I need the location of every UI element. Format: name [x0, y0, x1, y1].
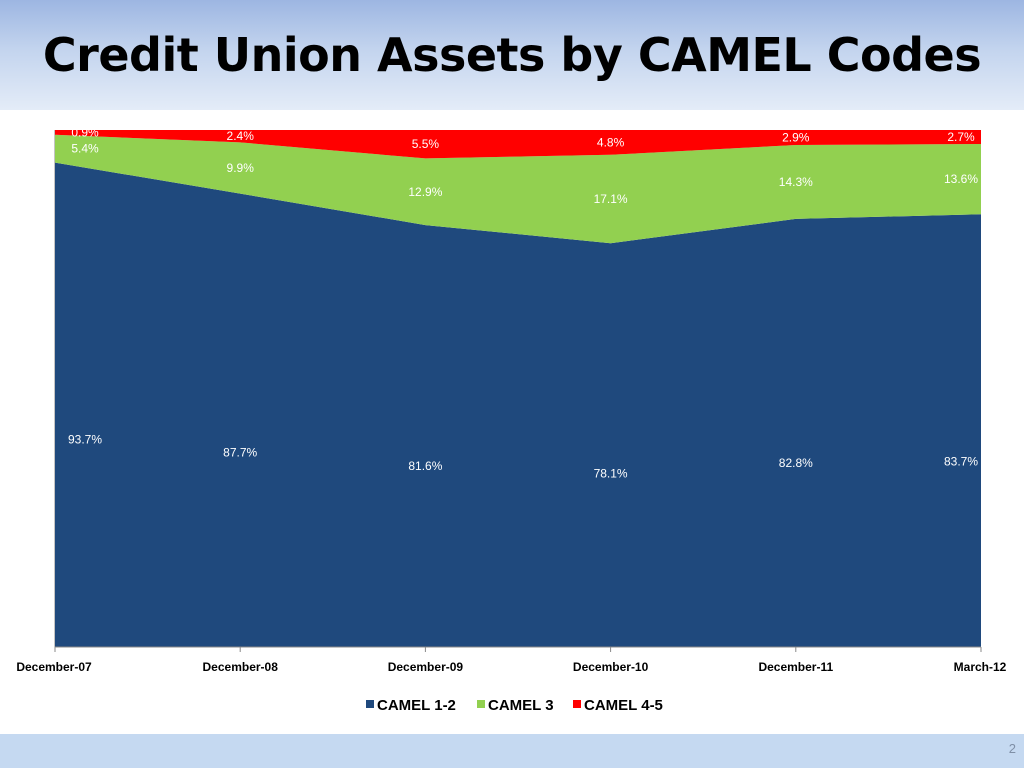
data-label-camel-3: 14.3%: [779, 175, 813, 189]
data-label-camel-3: 5.4%: [71, 142, 99, 156]
data-label-camel-1-2: 87.7%: [223, 446, 257, 460]
area-camel-3: [55, 134, 981, 244]
data-label-camel-1-2: 93.7%: [68, 433, 102, 447]
data-label-camel-4-5: 4.8%: [597, 135, 625, 149]
area-chart: 93.7% 87.7% 81.6% 78.1% 82.8% 83.7% 5.4% 9.9% 12…: [16, 125, 1007, 714]
data-label-camel-3: 9.9%: [227, 161, 255, 175]
data-label-camel-1-2: 82.8%: [779, 456, 813, 470]
area-camel-1-2: [55, 162, 981, 647]
legend-label-camel-3: CAMEL 3: [488, 697, 554, 714]
legend-swatch-camel-1-2: [366, 700, 374, 708]
x-tick-label: December-09: [388, 660, 464, 674]
data-label-camel-4-5: 2.4%: [227, 129, 255, 143]
chart-areas: [55, 130, 981, 647]
x-axis-ticks: December-07 December-08 December-09 Decembe…: [16, 647, 1007, 674]
x-tick-label: December-11: [758, 660, 833, 674]
data-label-camel-4-5: 2.7%: [947, 130, 975, 144]
legend-label-camel-1-2: CAMEL 1-2: [377, 697, 456, 714]
data-label-camel-1-2: 78.1%: [594, 466, 628, 480]
x-tick-label: December-08: [203, 660, 279, 674]
data-labels: 93.7% 87.7% 81.6% 78.1% 82.8% 83.7% 5.4% 9.9% 12…: [68, 125, 978, 480]
title-band: [0, 0, 1024, 110]
x-tick-label: December-07: [16, 660, 92, 674]
footer-band: [0, 734, 1024, 768]
legend: CAMEL 1-2 CAMEL 3 CAMEL 4-5: [366, 697, 663, 714]
legend-swatch-camel-4-5: [573, 700, 581, 708]
slide-title: Credit Union Assets by CAMEL Codes: [42, 28, 982, 82]
data-label-camel-4-5: 0.9%: [71, 125, 99, 139]
legend-label-camel-4-5: CAMEL 4-5: [584, 697, 663, 714]
x-tick-label: March-12: [954, 660, 1007, 674]
data-label-camel-4-5: 5.5%: [412, 137, 440, 151]
data-label-camel-1-2: 83.7%: [944, 454, 978, 468]
data-label-camel-3: 12.9%: [408, 185, 442, 199]
data-label-camel-3: 17.1%: [594, 192, 628, 206]
data-label-camel-4-5: 2.9%: [782, 130, 810, 144]
slide-number: 2: [1008, 741, 1016, 756]
legend-swatch-camel-3: [477, 700, 485, 708]
data-label-camel-3: 13.6%: [944, 172, 978, 186]
area-camel-4-5: [55, 130, 981, 159]
data-label-camel-1-2: 81.6%: [408, 459, 442, 473]
x-tick-label: December-10: [573, 660, 649, 674]
